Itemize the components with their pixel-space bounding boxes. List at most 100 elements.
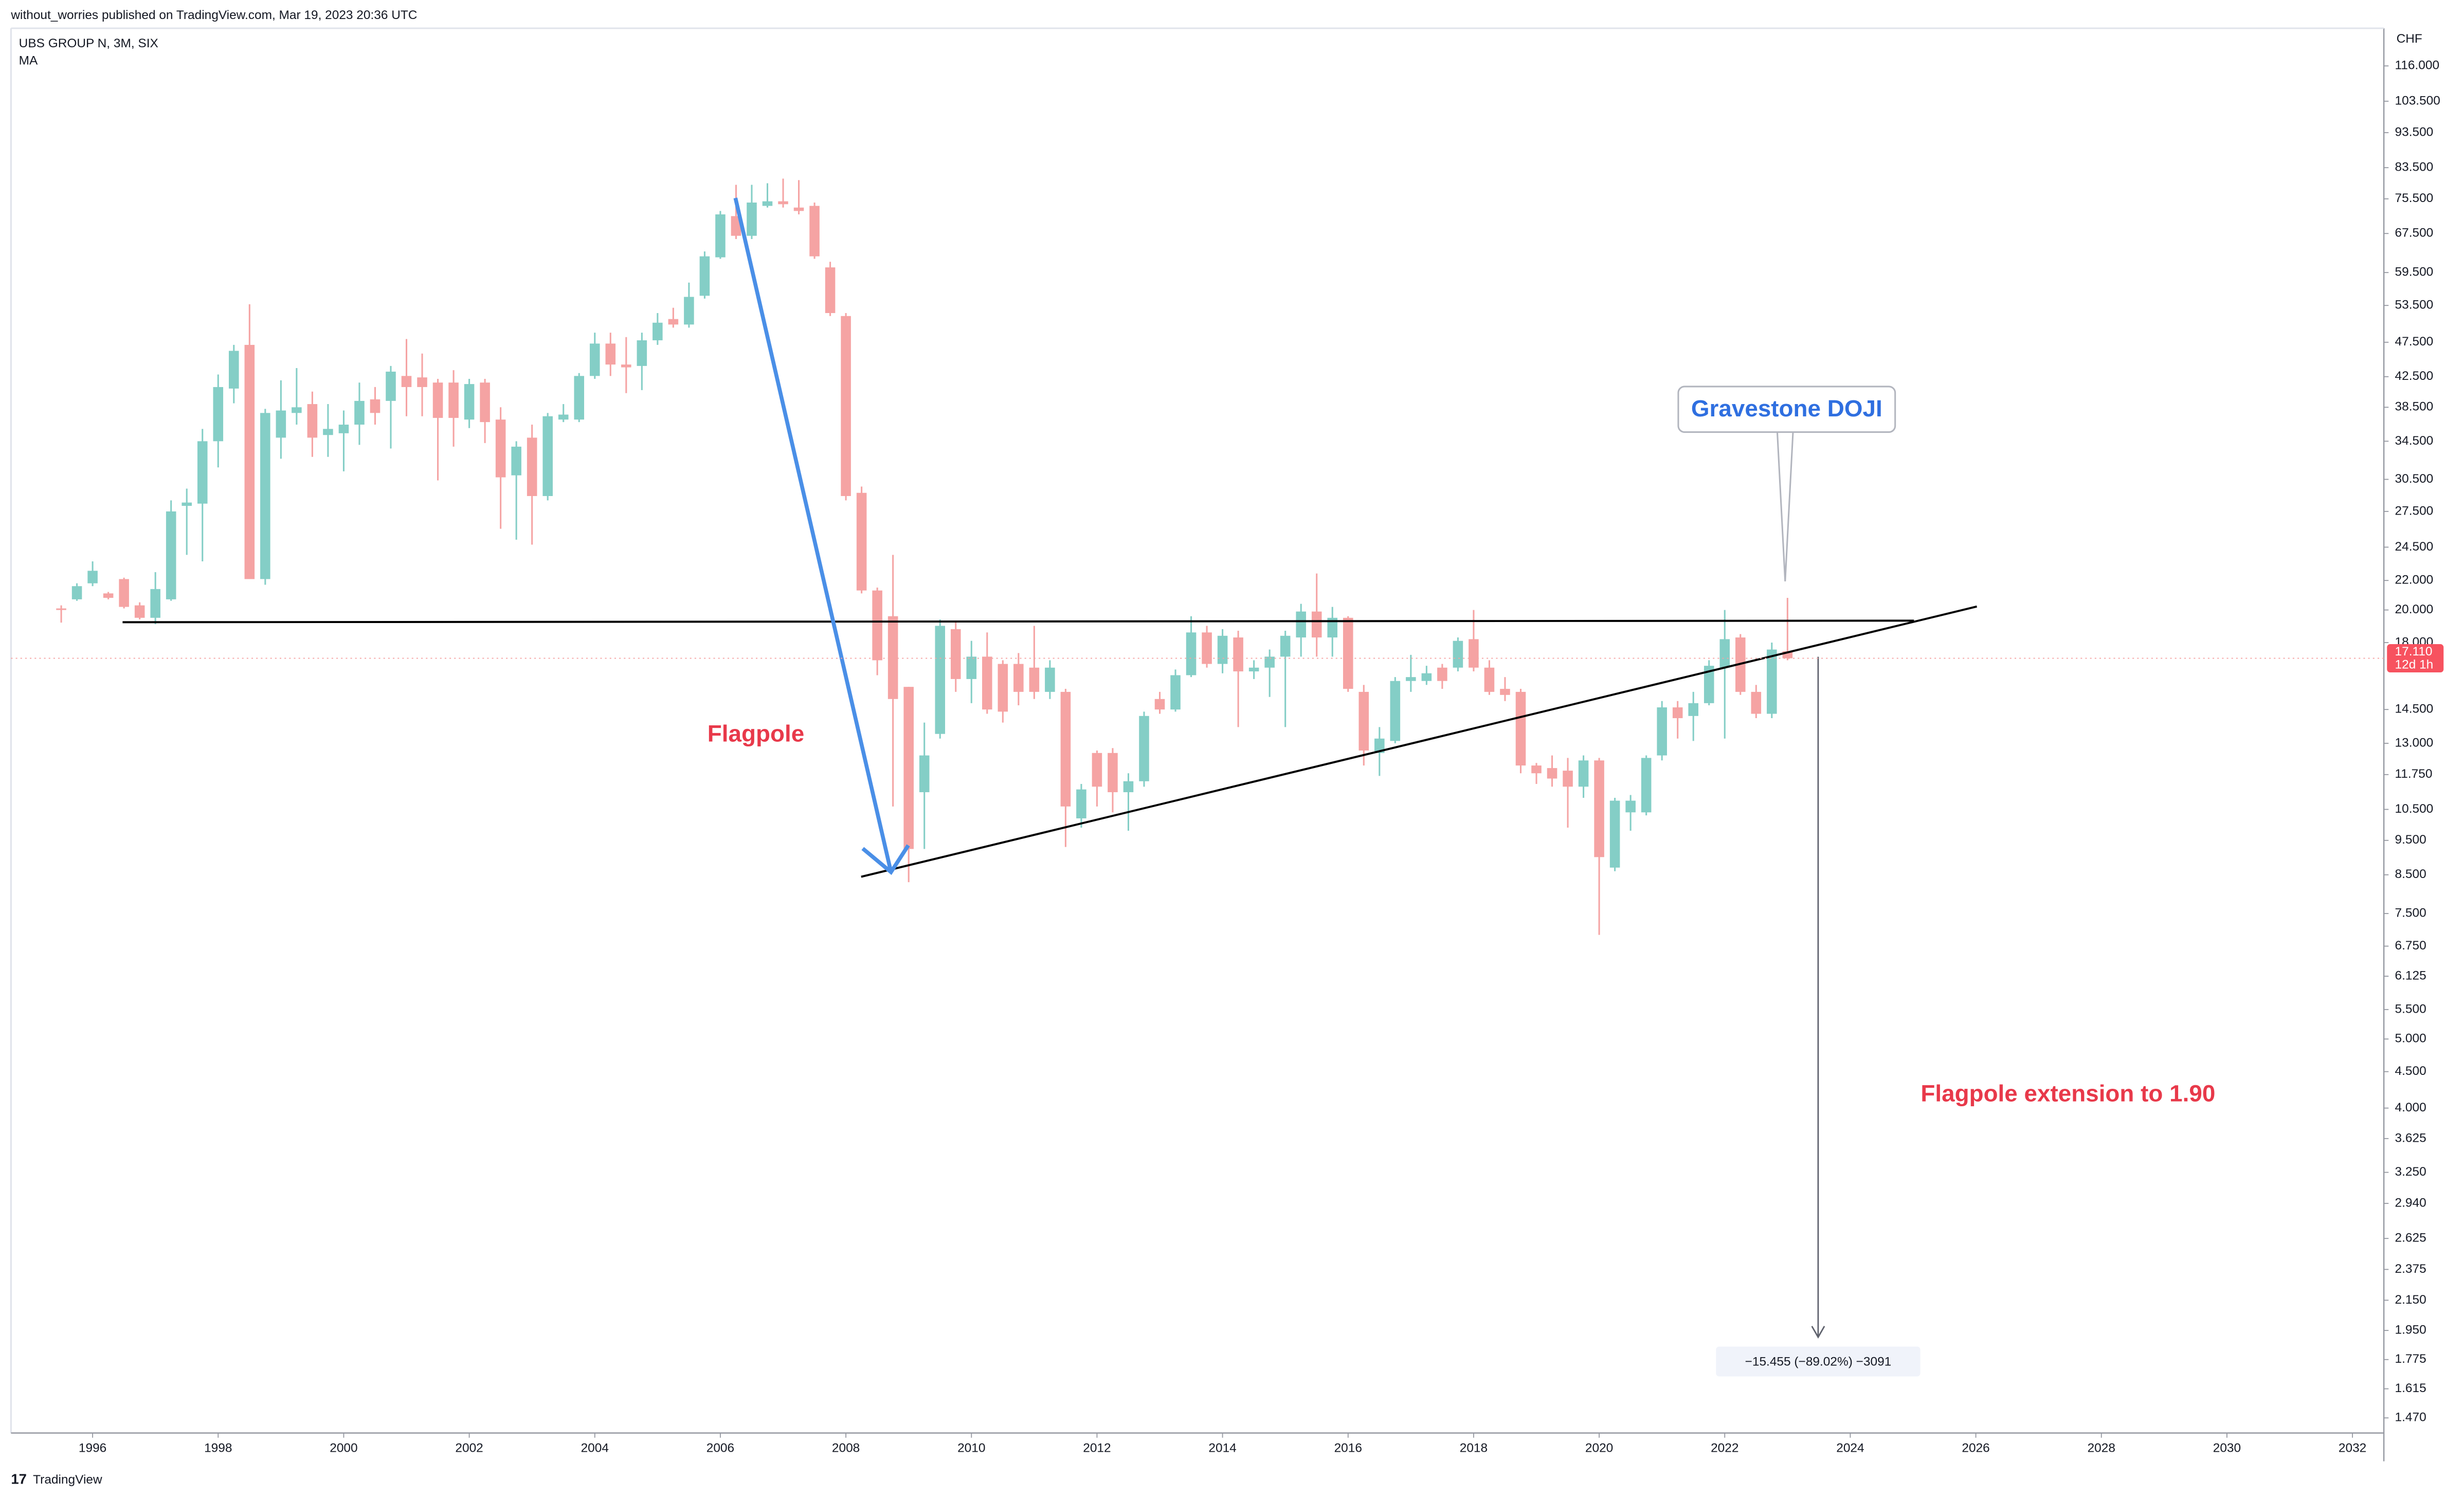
candle-body [668,319,679,325]
y-tick-label: 67.500 [2395,226,2434,240]
y-tick-label: 13.000 [2395,736,2434,750]
flagpole-arrow [733,197,893,873]
y-tick-label: 22.000 [2395,573,2434,587]
x-tick-label: 2010 [957,1441,985,1455]
candle-body [401,376,412,387]
x-tick-label: 2028 [2088,1441,2115,1455]
x-tick-label: 2026 [1962,1441,1989,1455]
publish-header: without_worries published on TradingView… [10,8,417,22]
y-tick-label: 1.470 [2395,1411,2426,1424]
y-tick-label: 30.500 [2395,472,2434,486]
candle-body [1233,637,1243,672]
candle-body [1469,639,1479,668]
y-tick-label: 34.500 [2395,434,2434,448]
y-tick-label: 4.500 [2395,1064,2426,1078]
y-tick-label: 1.950 [2395,1323,2426,1337]
candle-body [495,419,506,478]
candle-body [87,571,98,583]
candle-body [370,399,381,413]
candle-body [1013,664,1024,692]
x-tick-label: 2002 [455,1441,483,1455]
y-tick-label: 27.500 [2395,504,2434,518]
y-tick-label: 5.000 [2395,1032,2426,1046]
y-tick-label: 9.500 [2395,833,2426,847]
candle-body [731,216,741,236]
x-tick-label: 2032 [2339,1441,2366,1455]
candles [56,178,1793,935]
candle-body [809,206,820,257]
callout-pointer [1776,432,1794,582]
x-tick-label: 2012 [1083,1441,1111,1455]
x-tick-label: 1998 [204,1441,232,1455]
candle-body [1154,699,1165,710]
candle-body [950,629,961,679]
candle-body [762,201,773,206]
candle-body [1751,691,1762,714]
x-tick-label: 2030 [2213,1441,2241,1455]
candle-body [244,344,255,579]
candle-body [1657,707,1667,756]
candle-body [1594,760,1604,857]
y-tick-label: 20.000 [2395,602,2434,616]
x-tick-label: 1996 [79,1441,106,1455]
candle-body [1437,667,1447,681]
candle-body [1343,617,1353,689]
x-tick-label: 2016 [1334,1441,1362,1455]
candle-body [307,404,318,438]
candle-body [432,382,443,418]
candle-body [448,382,459,418]
x-tick-label: 2018 [1460,1441,1488,1455]
candle-body [793,207,804,211]
y-tick-label: 116.000 [2395,59,2440,72]
candle-body [935,626,946,734]
candle-body [134,605,145,618]
candle-body [574,376,585,420]
x-tick-label: 2022 [1711,1441,1738,1455]
candle-body [1578,760,1589,787]
candle-body [1170,675,1181,710]
y-tick-label: 59.500 [2395,265,2434,279]
candle-body [825,267,836,313]
candle-body [1704,666,1714,703]
candle-body [1547,768,1557,779]
candle-body [1563,771,1573,787]
brand-label: TradingView [33,1473,102,1487]
countdown-label: 12d 1h [2395,658,2434,672]
x-tick-label: 2014 [1208,1441,1236,1455]
candle-body [56,608,66,610]
y-tick-label: 3.250 [2395,1165,2426,1179]
x-tick-label: 2004 [581,1441,609,1455]
candle-body [856,492,867,591]
candle-body [527,437,537,496]
y-tick-label: 103.500 [2395,94,2440,107]
candle-body [715,214,726,258]
trend-line [861,605,1978,878]
candle-body [919,755,930,793]
candle-body [1280,635,1291,657]
candle-body [747,203,757,236]
candle-body [1453,641,1463,668]
candle-body [1186,632,1197,675]
candle-body [841,316,851,496]
y-tick-label: 24.500 [2395,540,2434,554]
brand-logo: 17 TradingView [11,1471,102,1487]
x-tick-label: 2000 [330,1441,357,1455]
last-price-tag [2387,644,2444,673]
y-tick-label: 38.500 [2395,400,2434,414]
candle-body [150,589,160,618]
symbol-title: UBS GROUP N, 3M, SIX [19,36,158,50]
indicator-label: MA [19,54,38,68]
candle-body [1327,617,1338,638]
candle-body [323,429,333,435]
y-tick-label: 53.500 [2395,298,2434,312]
y-tick-label: 6.125 [2395,968,2426,982]
candle-body [1515,691,1526,766]
candle-body [1641,758,1652,813]
candle-body [1248,667,1259,672]
candle-body [1311,611,1322,638]
candle-body [71,586,82,599]
y-tick-label: 7.500 [2395,906,2426,920]
last-price-label: 17.110 [2395,645,2433,659]
